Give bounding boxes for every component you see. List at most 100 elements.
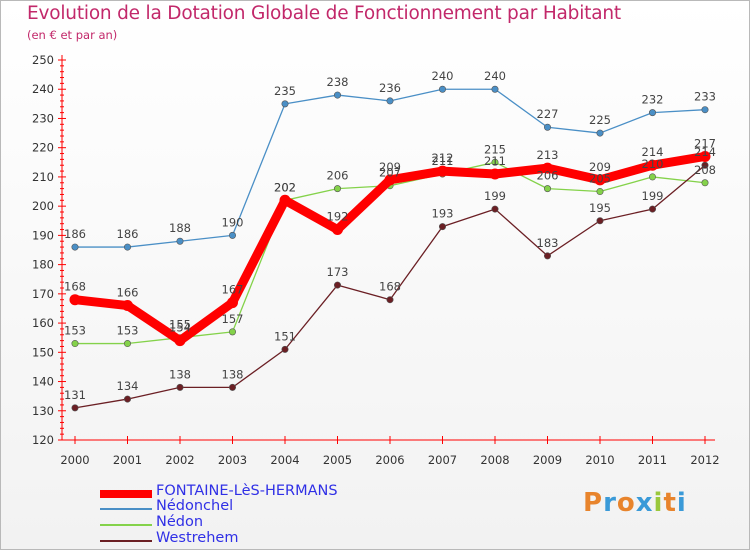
data-point: [438, 223, 446, 231]
y-tick-label: 210: [32, 170, 54, 184]
data-point: [648, 109, 656, 117]
data-point: [124, 243, 132, 251]
data-point: [227, 297, 238, 309]
data-label: 190: [222, 215, 244, 229]
data-label: 206: [537, 169, 559, 183]
logo-letter: r: [603, 488, 617, 518]
data-point: [333, 281, 341, 289]
y-tick-label: 150: [32, 345, 54, 359]
data-point: [491, 158, 499, 166]
x-tick-label: 2000: [60, 453, 89, 467]
data-label: 173: [327, 265, 349, 279]
y-tick-label: 180: [32, 258, 54, 272]
data-label: 207: [379, 166, 401, 180]
y-tick-label: 160: [32, 316, 54, 330]
data-point: [332, 224, 343, 236]
logo-letter: t: [663, 488, 677, 518]
data-label: 238: [327, 75, 349, 89]
legend-swatch-fontaine: [100, 490, 152, 498]
legend-label-westrehem: Westrehem: [156, 530, 239, 546]
data-label: 214: [694, 145, 716, 159]
data-label: 186: [64, 227, 86, 241]
data-label: 153: [64, 324, 86, 338]
data-label: 138: [222, 367, 244, 381]
data-label: 233: [694, 90, 716, 104]
data-label: 188: [169, 221, 191, 235]
y-tick-label: 140: [32, 375, 54, 389]
data-label: 211: [484, 154, 506, 168]
data-label: 225: [589, 113, 611, 127]
y-tick-label: 170: [32, 287, 54, 301]
data-label: 202: [274, 180, 296, 194]
data-label: 206: [327, 169, 349, 183]
data-point: [543, 123, 551, 131]
data-label: 193: [432, 207, 454, 221]
y-tick-label: 120: [32, 433, 54, 447]
data-point: [174, 335, 186, 347]
logo-letter: x: [635, 488, 654, 518]
data-label: 199: [484, 189, 506, 203]
data-label: 199: [642, 189, 664, 203]
logo-letter: i: [676, 488, 687, 518]
data-point: [281, 345, 289, 353]
data-point: [491, 85, 499, 93]
x-tick-label: 2007: [428, 453, 457, 467]
y-tick-label: 130: [32, 404, 54, 418]
data-point: [333, 185, 341, 193]
data-point: [69, 294, 81, 306]
x-tick-label: 2011: [638, 453, 667, 467]
proxiti-logo: Proxiti: [583, 488, 687, 518]
data-label: 235: [274, 84, 296, 98]
data-point: [438, 85, 446, 93]
x-tick-label: 2012: [690, 453, 719, 467]
data-label: 195: [589, 201, 611, 215]
data-point: [124, 340, 132, 348]
logo-letter: P: [583, 488, 604, 518]
data-point: [491, 205, 499, 213]
data-point: [596, 217, 604, 225]
data-point: [594, 174, 606, 186]
data-label: 202: [274, 180, 296, 194]
data-label: 155: [169, 318, 191, 332]
chart-title: Evolution de la Dotation Globale de Fonc…: [27, 3, 621, 24]
data-point: [701, 161, 709, 169]
x-tick-label: 2008: [480, 453, 509, 467]
series-westrehem: [71, 161, 709, 412]
data-label: 211: [432, 154, 454, 168]
x-tick-label: 2005: [323, 453, 352, 467]
data-point: [281, 100, 289, 108]
data-label: 240: [432, 69, 454, 83]
data-label: 209: [379, 160, 401, 174]
data-label: 215: [484, 142, 506, 156]
data-point: [437, 165, 448, 177]
data-label: 183: [537, 236, 559, 250]
logo-letter: o: [616, 488, 636, 518]
legend-label-nedon: Nédon: [156, 514, 204, 530]
data-point: [176, 237, 184, 245]
series-n-don: [71, 158, 709, 348]
data-label: 209: [589, 160, 611, 174]
data-label: 214: [642, 145, 664, 159]
data-label: 212: [432, 151, 454, 165]
series-line: [74, 161, 706, 345]
data-label: 151: [274, 329, 296, 343]
data-point: [699, 150, 711, 162]
y-tick-label: 220: [32, 141, 54, 155]
legend-swatch-nedon: [100, 524, 152, 526]
data-point: [542, 162, 553, 174]
y-tick-label: 240: [32, 82, 54, 96]
data-point: [543, 252, 551, 260]
data-point: [386, 296, 394, 304]
data-point: [701, 179, 709, 187]
data-point: [596, 188, 604, 196]
data-label: 167: [222, 283, 244, 297]
data-point: [596, 129, 604, 137]
data-point: [384, 174, 396, 186]
data-label: 131: [64, 388, 86, 402]
x-tick-label: 2004: [270, 453, 299, 467]
data-label: 205: [589, 172, 611, 186]
y-tick-label: 250: [32, 53, 54, 67]
data-point: [229, 231, 237, 239]
